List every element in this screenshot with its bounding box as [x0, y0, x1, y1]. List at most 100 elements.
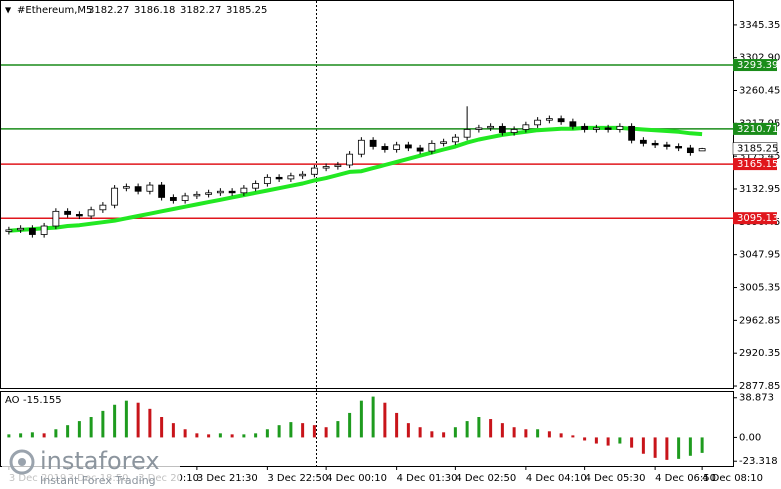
x-tick-label: 3 Dec 21:30 — [197, 473, 258, 484]
candle-body — [346, 153, 354, 166]
candle-body — [87, 209, 95, 217]
ao-bar — [594, 437, 598, 444]
level-label-box — [733, 122, 777, 135]
candle-body — [463, 129, 471, 138]
y-tick-label: 2877.85 — [739, 381, 780, 392]
ao-bar — [89, 417, 93, 438]
ao-bar — [19, 433, 23, 438]
header-close: 3185.25 — [226, 5, 267, 16]
ao-bar — [254, 433, 258, 438]
ao-bar — [336, 421, 340, 438]
ao-bar — [42, 433, 46, 438]
ao-bar — [700, 437, 704, 453]
candle-body — [322, 166, 330, 169]
ao-bar — [124, 400, 128, 438]
ao-bar — [583, 437, 587, 441]
candle-body — [158, 184, 166, 198]
ao-bar — [101, 410, 105, 438]
candle-body — [122, 186, 130, 189]
ao-bar — [489, 419, 493, 438]
y-tick-label: 3345.35 — [739, 20, 780, 31]
candle-body — [5, 229, 13, 232]
ao-bar — [571, 435, 575, 438]
candle-body — [616, 125, 624, 130]
y-tick-label: 3047.95 — [739, 250, 780, 261]
ao-bar — [641, 437, 645, 454]
candle-body — [40, 225, 48, 235]
x-tick-label: 4 Dec 01:30 — [397, 473, 458, 484]
ao-bar — [395, 412, 399, 438]
candle-body — [169, 197, 177, 201]
candle-body — [498, 125, 506, 133]
y-tick-label: 0.00 — [739, 432, 761, 443]
ao-bar — [183, 429, 187, 438]
ao-bar — [113, 404, 117, 438]
level-label: 3293.39 — [737, 60, 778, 71]
candle-body — [651, 142, 659, 146]
price-label: 3185.25 — [737, 144, 778, 155]
ao-bar — [195, 433, 199, 438]
level-label: 3095.13 — [737, 213, 778, 224]
header-high: 3186.18 — [134, 5, 175, 16]
watermark: instaforex Instant Forex Trading — [2, 445, 180, 488]
candle-body — [111, 187, 119, 206]
candle-body — [428, 142, 436, 152]
ao-bar — [77, 421, 81, 438]
ao-bar — [265, 429, 269, 438]
ao-bar — [7, 434, 11, 438]
candle-body — [510, 129, 518, 133]
y-tick-label: 3260.45 — [739, 85, 780, 96]
candle-body — [592, 127, 600, 130]
main-panel — [0, 0, 734, 389]
y-tick-label: 3175.45 — [739, 151, 780, 162]
y-tick-label: 3132.95 — [739, 184, 780, 195]
ao-bar — [418, 427, 422, 438]
ao-bar — [688, 437, 692, 456]
ao-bar — [618, 437, 622, 444]
x-tick-label: 4 Dec 02:50 — [455, 473, 516, 484]
x-tick-label: 4 Dec 05:30 — [585, 473, 646, 484]
candle-body — [404, 144, 412, 149]
menu-arrow: ▼ — [5, 6, 12, 15]
x-tick-label: 4 Dec 04:10 — [526, 473, 587, 484]
ao-bar — [406, 423, 410, 438]
candle-body — [193, 193, 201, 197]
candle-body — [663, 144, 671, 147]
ao-bar — [218, 433, 222, 438]
watermark-brand: instaforex — [40, 447, 160, 475]
candle-body — [534, 119, 542, 126]
candle-body — [639, 139, 647, 144]
candle-body — [310, 167, 318, 175]
level-label-box — [733, 212, 777, 225]
level-label-box — [733, 158, 777, 171]
ao-bar — [430, 431, 434, 438]
candle-body — [557, 118, 565, 123]
y-tick-label: -23.318 — [739, 456, 778, 467]
indicator-name: AO — [5, 395, 20, 406]
candle-body — [205, 192, 213, 195]
ao-bar — [301, 423, 305, 438]
y-tick-label: 3005.35 — [739, 283, 780, 294]
ao-bar — [453, 427, 457, 438]
ao-bar — [289, 422, 293, 438]
candle-body — [228, 190, 236, 194]
candle-body — [52, 210, 60, 227]
indicator-value: -15.155 — [23, 395, 62, 406]
candle-body — [134, 186, 142, 192]
candle-body — [451, 136, 459, 143]
candle-body — [686, 147, 694, 154]
header-low: 3182.27 — [180, 5, 221, 16]
ao-bar — [136, 402, 140, 438]
candle-body — [216, 190, 224, 194]
candle-body — [545, 118, 553, 121]
ao-bar — [665, 437, 669, 460]
ao-bar — [230, 434, 234, 438]
y-tick-label: 38.873 — [739, 393, 774, 404]
ao-bar — [148, 408, 152, 438]
ao-bar — [477, 417, 481, 438]
y-tick-label: 2962.85 — [739, 315, 780, 326]
candle-body — [604, 127, 612, 130]
level-label-box — [733, 59, 777, 72]
ao-bar — [465, 421, 469, 438]
candle-body — [263, 176, 271, 184]
